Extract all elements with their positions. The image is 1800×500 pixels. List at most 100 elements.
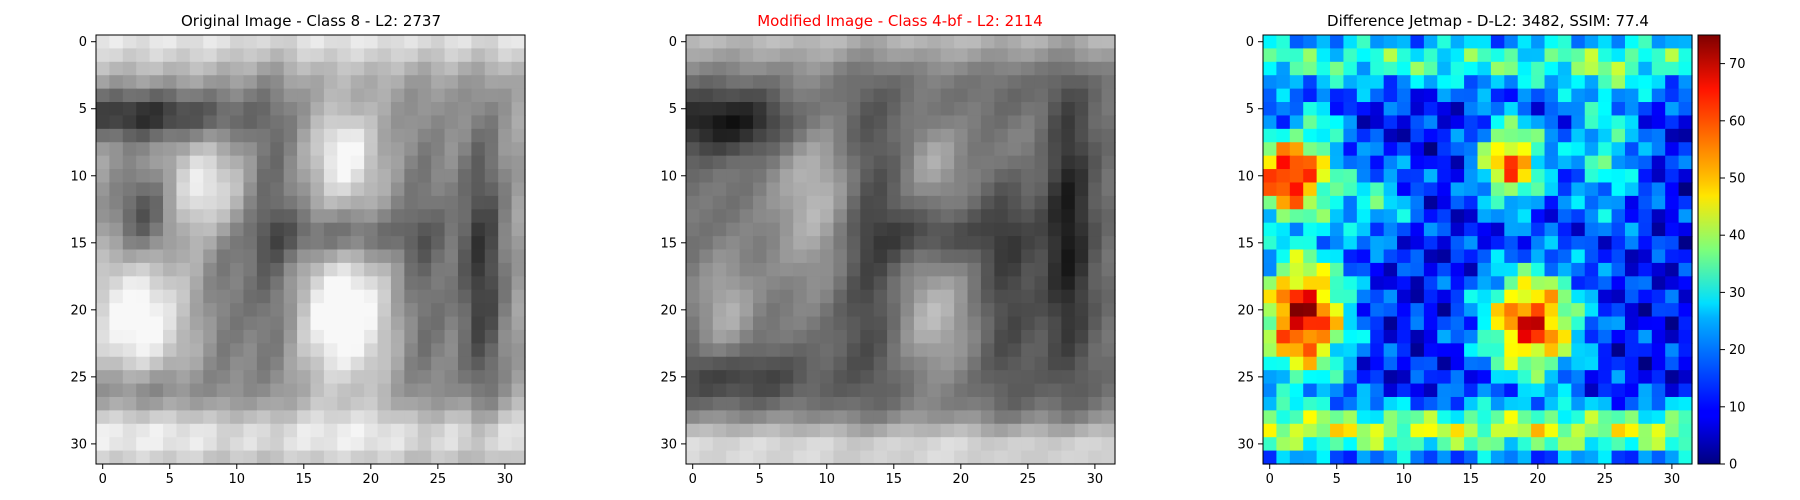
difference-pixel bbox=[1316, 61, 1331, 76]
difference-ytick-label: 15 bbox=[1237, 236, 1254, 251]
modified-pixel bbox=[900, 396, 915, 411]
difference-pixel bbox=[1289, 356, 1304, 371]
original-pixel bbox=[297, 262, 312, 277]
original-pixel bbox=[350, 195, 365, 210]
original-pixel bbox=[297, 423, 312, 438]
modified-pixel bbox=[1007, 289, 1022, 304]
difference-pixel bbox=[1531, 182, 1546, 197]
difference-pixel bbox=[1638, 48, 1653, 63]
original-pixel bbox=[444, 396, 459, 411]
difference-pixel bbox=[1571, 289, 1586, 304]
modified-pixel bbox=[726, 209, 741, 224]
difference-pixel bbox=[1464, 276, 1479, 291]
original-pixel bbox=[457, 262, 472, 277]
modified-pixel bbox=[1061, 182, 1076, 197]
difference-pixel bbox=[1397, 356, 1412, 371]
modified-pixel bbox=[1034, 155, 1049, 170]
modified-pixel bbox=[1061, 249, 1076, 264]
original-pixel bbox=[323, 222, 338, 237]
modified-pixel bbox=[820, 316, 835, 331]
difference-pixel bbox=[1531, 48, 1546, 63]
original-pixel bbox=[444, 289, 459, 304]
modified-pixel bbox=[793, 128, 808, 143]
original-pixel bbox=[230, 35, 245, 50]
modified-pixel bbox=[833, 329, 848, 344]
original-pixel bbox=[270, 249, 285, 264]
original-pixel bbox=[350, 182, 365, 197]
original-pixel bbox=[163, 289, 178, 304]
modified-pixel bbox=[1088, 410, 1103, 425]
original-pixel bbox=[323, 195, 338, 210]
modified-pixel bbox=[1088, 182, 1103, 197]
modified-pixel bbox=[1021, 410, 1036, 425]
modified-pixel bbox=[1061, 303, 1076, 318]
difference-pixel bbox=[1584, 222, 1599, 237]
difference-pixel bbox=[1584, 329, 1599, 344]
modified-pixel bbox=[887, 396, 902, 411]
difference-pixel bbox=[1651, 195, 1666, 210]
modified-pixel bbox=[820, 115, 835, 130]
modified-pixel bbox=[994, 61, 1009, 76]
difference-pixel bbox=[1343, 410, 1358, 425]
original-pixel bbox=[297, 450, 312, 465]
difference-pixel bbox=[1316, 102, 1331, 117]
difference-pixel bbox=[1330, 102, 1345, 117]
original-pixel bbox=[203, 155, 218, 170]
modified-pixel bbox=[806, 128, 821, 143]
modified-pixel bbox=[927, 128, 942, 143]
difference-pixel bbox=[1665, 182, 1680, 197]
original-pixel bbox=[243, 142, 258, 157]
difference-pixel bbox=[1370, 115, 1385, 130]
difference-pixel bbox=[1450, 370, 1465, 385]
modified-pixel bbox=[1074, 423, 1089, 438]
difference-pixel bbox=[1464, 289, 1479, 304]
original-pixel bbox=[176, 410, 191, 425]
original-pixel bbox=[96, 249, 111, 264]
original-xtick-label: 5 bbox=[166, 472, 174, 487]
modified-pixel bbox=[820, 356, 835, 371]
modified-pixel bbox=[940, 410, 955, 425]
difference-pixel bbox=[1263, 437, 1278, 452]
modified-pixel bbox=[820, 262, 835, 277]
modified-pixel bbox=[1021, 61, 1036, 76]
original-pixel bbox=[149, 343, 164, 358]
original-pixel bbox=[484, 303, 499, 318]
modified-pixel bbox=[699, 370, 714, 385]
modified-pixel bbox=[927, 262, 942, 277]
original-pixel bbox=[216, 209, 231, 224]
colorbar-tick-label: 20 bbox=[1729, 343, 1746, 358]
difference-pixel bbox=[1504, 370, 1519, 385]
difference-pixel bbox=[1490, 169, 1505, 184]
original-pixel bbox=[122, 343, 137, 358]
modified-pixel bbox=[806, 423, 821, 438]
original-pixel bbox=[176, 316, 191, 331]
original-pixel bbox=[189, 236, 204, 251]
original-pixel bbox=[203, 262, 218, 277]
difference-pixel bbox=[1437, 276, 1452, 291]
original-pixel bbox=[96, 383, 111, 398]
original-pixel bbox=[377, 222, 392, 237]
modified-pixel bbox=[954, 343, 969, 358]
difference-pixel bbox=[1316, 262, 1331, 277]
modified-pixel bbox=[1061, 195, 1076, 210]
modified-pixel bbox=[940, 61, 955, 76]
difference-pixel bbox=[1276, 356, 1291, 371]
original-pixel bbox=[243, 222, 258, 237]
difference-pixel bbox=[1517, 262, 1532, 277]
difference-pixel bbox=[1678, 48, 1693, 63]
difference-xtick-label: 20 bbox=[1530, 472, 1547, 487]
difference-pixel bbox=[1356, 262, 1371, 277]
modified-pixel bbox=[913, 209, 928, 224]
modified-pixel bbox=[927, 75, 942, 90]
original-pixel bbox=[498, 289, 513, 304]
original-pixel bbox=[417, 182, 432, 197]
modified-pixel bbox=[712, 88, 727, 103]
original-pixel bbox=[96, 182, 111, 197]
modified-pixel bbox=[1074, 48, 1089, 63]
original-pixel bbox=[417, 329, 432, 344]
difference-pixel bbox=[1356, 303, 1371, 318]
difference-pixel bbox=[1263, 423, 1278, 438]
original-pixel bbox=[149, 450, 164, 465]
difference-pixel bbox=[1410, 329, 1425, 344]
modified-pixel bbox=[1088, 236, 1103, 251]
